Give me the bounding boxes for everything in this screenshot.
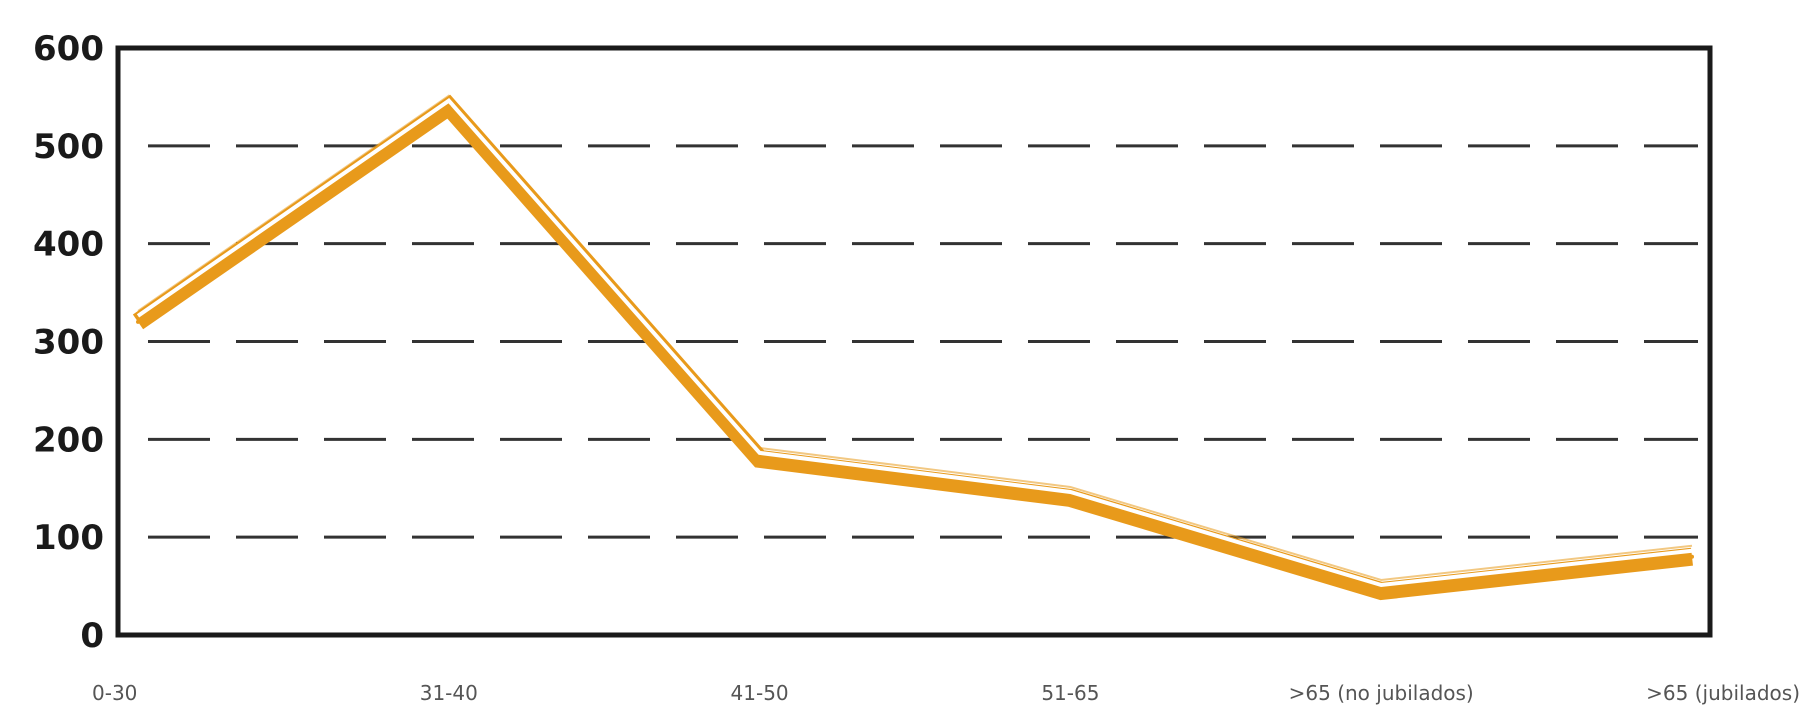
y-tick-label: 400 xyxy=(33,225,104,265)
series-line xyxy=(132,94,1693,601)
series-layer xyxy=(132,94,1693,601)
y-tick-label: 600 xyxy=(33,29,104,69)
data-point-4 xyxy=(1379,588,1384,593)
x-tick-label: >65 (no jubilados) xyxy=(1289,681,1474,705)
y-tick-label: 300 xyxy=(33,323,104,363)
x-axis-ticks: 0-30 31-40 41-50 51-65 >65 (no jubilados) >65… xyxy=(92,681,1800,705)
data-point-2 xyxy=(757,456,762,461)
series-line-highlight xyxy=(136,98,1693,588)
y-tick-label: 0 xyxy=(80,616,104,656)
x-tick-label: >65 (jubilados) xyxy=(1646,681,1800,705)
x-tick-label: 51-65 xyxy=(1041,681,1099,705)
series-line-outline xyxy=(137,94,1693,582)
data-point-1 xyxy=(446,104,451,109)
data-point-0 xyxy=(136,319,140,324)
y-tick-label: 200 xyxy=(33,420,104,460)
gridlines xyxy=(148,144,1698,539)
data-points xyxy=(136,104,1694,593)
y-tick-label: 100 xyxy=(33,518,104,558)
data-point-3 xyxy=(1068,496,1073,501)
y-tick-label: 500 xyxy=(33,127,104,167)
x-tick-label: 31-40 xyxy=(420,681,478,705)
x-tick-label: 0-30 xyxy=(92,681,137,705)
y-axis-ticks: 0 100 200 300 400 500 600 xyxy=(33,29,104,656)
x-tick-label: 41-50 xyxy=(731,681,789,705)
data-point-5 xyxy=(1690,554,1694,559)
